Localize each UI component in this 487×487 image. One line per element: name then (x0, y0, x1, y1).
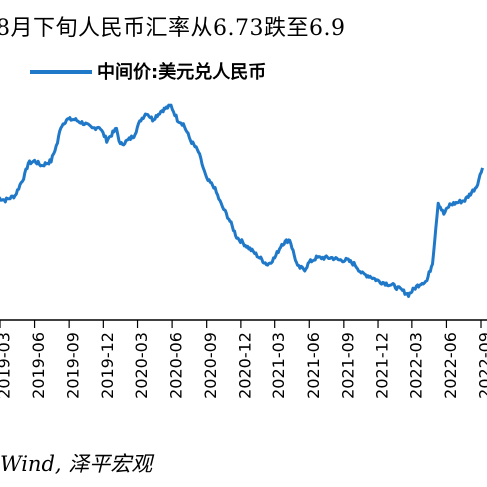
x-tick-label: 2019-09 (64, 332, 83, 399)
x-tick-label: 2020-03 (132, 332, 151, 399)
x-tick-label: 2019-06 (29, 332, 48, 399)
x-tick-label: 2020-12 (235, 332, 254, 399)
x-tick-label: 2021-09 (338, 332, 357, 399)
x-tick-label: 2022-03 (406, 332, 425, 399)
x-tick-label: 2022-06 (441, 332, 460, 399)
x-tick-label: 2019-03 (0, 332, 14, 399)
x-tick-label: 2021-12 (373, 332, 392, 399)
x-tick-label: 2019-12 (98, 332, 117, 399)
x-tick-label: 2021-03 (269, 332, 288, 399)
legend-label: 中间价:美元兑人民币 (97, 61, 266, 83)
series-line (0, 103, 484, 298)
x-tick-label: 2020-09 (201, 332, 220, 399)
x-tick-label: 2021-06 (304, 332, 323, 399)
source-note: Wind, 泽平宏观 (0, 452, 153, 476)
x-tick-label: 2020-06 (167, 332, 186, 399)
chart-title: 8月下旬人民币汇率从6.73跌至6.9 (0, 16, 346, 41)
x-tick-label: 2022-09 (476, 332, 487, 399)
